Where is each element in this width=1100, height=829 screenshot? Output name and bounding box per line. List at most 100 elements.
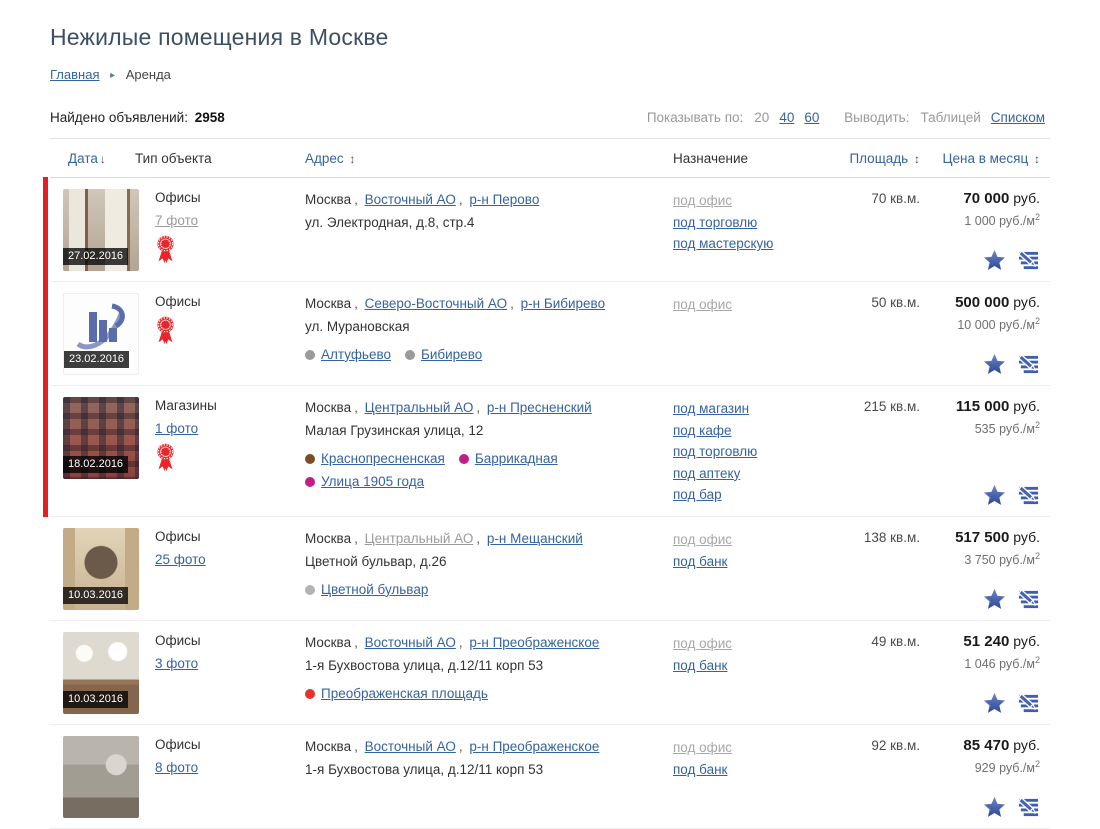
add-note-icon[interactable] xyxy=(1017,589,1040,610)
listing-photo[interactable]: 10.03.2016 xyxy=(63,527,139,610)
price-cell: 85 470 руб. 929 руб./м2 xyxy=(920,736,1040,818)
sort-both-icon: ↕ xyxy=(914,152,920,166)
district-link[interactable]: Северо-Восточный АО xyxy=(364,296,508,311)
area-value: 92 кв.м. xyxy=(871,737,920,753)
purpose-link[interactable]: под аптеку xyxy=(673,465,741,481)
price-per-m2: 929 руб./м2 xyxy=(974,758,1040,776)
area-link[interactable]: р-н Пресненский xyxy=(486,400,592,415)
object-type: Офисы xyxy=(155,294,201,309)
favorite-star-icon[interactable] xyxy=(983,354,1006,375)
purpose-link[interactable]: под магазин xyxy=(673,401,750,416)
district-link[interactable]: Восточный АО xyxy=(364,634,456,650)
address-line-1: Москва, Восточный АО, р-н Преображенское xyxy=(305,738,600,754)
photo-date-badge: 18.02.2016 xyxy=(63,456,129,473)
address-cell: Москва, Восточный АО, р-н Преображенское… xyxy=(305,736,673,818)
favorite-star-icon[interactable] xyxy=(983,250,1006,271)
purpose-link[interactable]: под мастерскую xyxy=(673,236,774,252)
area-value: 138 кв.м. xyxy=(863,529,920,545)
type-cell: Офисы 7 фото xyxy=(155,189,305,271)
column-header-type: Тип объекта xyxy=(135,151,212,166)
photos-link[interactable]: 25 фото xyxy=(155,551,206,567)
photo-cell: 23.02.2016 xyxy=(50,293,155,375)
add-note-icon[interactable] xyxy=(1017,485,1040,506)
photo-cell: 27.02.2016 xyxy=(50,189,155,271)
add-note-icon[interactable] xyxy=(1017,354,1040,375)
column-header-price[interactable]: Цена в месяц ↕ xyxy=(942,151,1040,166)
purpose-link[interactable]: под офис xyxy=(673,739,733,755)
photos-link[interactable]: 1 фото xyxy=(155,421,199,436)
favorite-star-icon[interactable] xyxy=(983,588,1006,610)
metro-station-link[interactable]: Преображенская площадь xyxy=(321,685,488,701)
street-address: Малая Грузинская улица, 12 xyxy=(305,422,484,438)
purpose-link[interactable]: под торговлю xyxy=(673,444,758,460)
purpose-cell: под офис под торговлю под мастерскую xyxy=(673,189,828,271)
per-page-option-40[interactable]: 40 xyxy=(779,110,795,125)
listing-photo[interactable] xyxy=(63,735,139,818)
add-note-icon[interactable] xyxy=(1017,693,1040,714)
per-page-option-60[interactable]: 60 xyxy=(804,110,820,125)
listing-photo[interactable]: 18.02.2016 xyxy=(63,397,139,479)
area-link[interactable]: р-н Преображенское xyxy=(469,738,600,754)
district-link[interactable]: Восточный АО xyxy=(364,738,456,754)
metro-station-link[interactable]: Цветной бульвар xyxy=(321,581,429,597)
metro-station: Улица 1905 года xyxy=(305,474,424,489)
metro-station: Баррикадная xyxy=(458,450,558,466)
metro-line-dot-icon xyxy=(305,688,315,699)
district-link[interactable]: Центральный АО xyxy=(364,400,474,415)
metro-station-link[interactable]: Улица 1905 года xyxy=(321,473,425,489)
photo-date-badge: 27.02.2016 xyxy=(63,248,129,265)
column-header-date[interactable]: Дата ↓ xyxy=(68,151,106,166)
row-actions xyxy=(983,579,1040,610)
purpose-link[interactable]: под офис xyxy=(673,635,733,651)
breadcrumb-home-link[interactable]: Главная xyxy=(50,67,100,82)
purpose-link[interactable]: под кафе xyxy=(673,422,732,438)
area-value: 50 кв.м. xyxy=(871,295,920,310)
metro-station-link[interactable]: Краснопресненская xyxy=(321,450,445,466)
table-row: 27.02.2016 Офисы 7 фото Москва, xyxy=(43,177,1050,282)
metro-list: Краснопресненская Баррикадная Улица 1905 г… xyxy=(305,448,673,494)
photos-link[interactable]: 7 фото xyxy=(155,213,199,228)
listing-photo[interactable]: 10.03.2016 xyxy=(63,631,139,714)
photos-link[interactable]: 3 фото xyxy=(155,655,199,671)
metro-station-link[interactable]: Баррикадная xyxy=(474,450,558,466)
area-link[interactable]: р-н Бибирево xyxy=(520,296,606,311)
area-value: 215 кв.м. xyxy=(863,399,920,414)
area-link[interactable]: р-н Мещанский xyxy=(486,530,583,546)
purpose-link[interactable]: под офис xyxy=(673,531,733,547)
no-photo-logo-icon xyxy=(76,303,125,350)
favorite-star-icon[interactable] xyxy=(983,796,1006,818)
purpose-link[interactable]: под банк xyxy=(673,553,728,569)
listing-photo[interactable]: 27.02.2016 xyxy=(63,189,139,271)
purpose-link[interactable]: под банк xyxy=(673,761,728,777)
purpose-link[interactable]: под банк xyxy=(673,657,728,673)
row-actions xyxy=(983,787,1040,818)
purpose-link[interactable]: под офис xyxy=(673,193,733,208)
table-row: 18.02.2016 Магазины 1 фото Москва, xyxy=(43,385,1050,517)
area-value: 49 кв.м. xyxy=(871,633,920,649)
purpose-link[interactable]: под офис xyxy=(673,297,733,312)
column-header-address[interactable]: Адрес ↕ xyxy=(305,151,356,166)
results-count-value: 2958 xyxy=(194,110,225,125)
purpose-link[interactable]: под торговлю xyxy=(673,214,758,230)
view-mode-option-Списком[interactable]: Списком xyxy=(990,110,1045,125)
add-note-icon[interactable] xyxy=(1017,797,1040,818)
purpose-link[interactable]: под бар xyxy=(673,487,722,503)
photo-cell: 10.03.2016 xyxy=(50,631,155,714)
area-link[interactable]: р-н Преображенское xyxy=(469,634,600,650)
favorite-star-icon[interactable] xyxy=(983,692,1006,714)
street-address: 1-я Бухвостова улица, д.12/11 корп 53 xyxy=(305,657,544,673)
metro-station-link[interactable]: Алтуфьево xyxy=(321,346,391,362)
per-page-label: Показывать по: xyxy=(646,110,744,125)
listing-photo[interactable]: 23.02.2016 xyxy=(63,293,139,375)
object-type: Офисы xyxy=(155,528,201,544)
metro-line-dot-icon xyxy=(305,349,315,360)
area-link[interactable]: р-н Перово xyxy=(469,192,540,207)
listings-table: 27.02.2016 Офисы 7 фото Москва, xyxy=(43,177,1050,829)
district-link[interactable]: Восточный АО xyxy=(364,192,456,207)
favorite-star-icon[interactable] xyxy=(983,484,1006,506)
photos-link[interactable]: 8 фото xyxy=(155,759,199,775)
column-header-area[interactable]: Площадь ↕ xyxy=(849,151,920,166)
metro-station-link[interactable]: Бибирево xyxy=(421,346,483,362)
add-note-icon[interactable] xyxy=(1017,250,1040,271)
district-link[interactable]: Центральный АО xyxy=(364,530,474,546)
